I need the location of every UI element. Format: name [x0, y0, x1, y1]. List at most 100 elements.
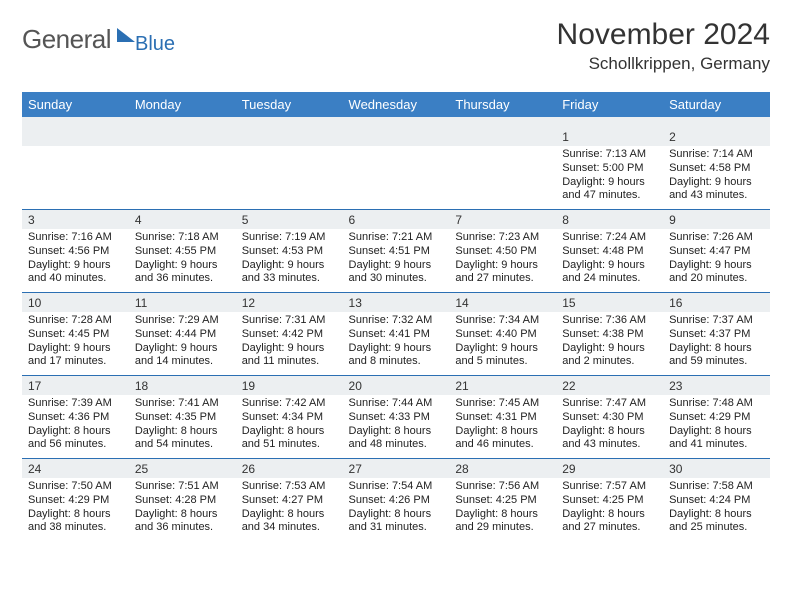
- day-number-cell: 3: [22, 210, 129, 230]
- day-info-line: Sunrise: 7:19 AM: [242, 231, 337, 245]
- day-content-cell: [236, 146, 343, 210]
- day-info-line: Sunrise: 7:18 AM: [135, 231, 230, 245]
- day-content-cell: Sunrise: 7:13 AMSunset: 5:00 PMDaylight:…: [556, 146, 663, 210]
- day-info-line: Sunrise: 7:45 AM: [455, 397, 550, 411]
- day-info-line: and 40 minutes.: [28, 272, 123, 286]
- day-info-line: Sunset: 4:35 PM: [135, 411, 230, 425]
- logo: General Blue: [22, 24, 175, 55]
- day-info-line: and 51 minutes.: [242, 438, 337, 452]
- day-info-line: and 43 minutes.: [669, 189, 764, 203]
- week-content-row: Sunrise: 7:39 AMSunset: 4:36 PMDaylight:…: [22, 395, 770, 459]
- day-info-line: and 38 minutes.: [28, 521, 123, 535]
- day-content-cell: Sunrise: 7:14 AMSunset: 4:58 PMDaylight:…: [663, 146, 770, 210]
- day-content-cell: [22, 146, 129, 210]
- day-number-cell: [449, 127, 556, 146]
- day-info-line: Sunrise: 7:26 AM: [669, 231, 764, 245]
- day-info-line: Daylight: 8 hours: [669, 425, 764, 439]
- day-info-line: Sunset: 4:27 PM: [242, 494, 337, 508]
- day-info-line: Sunrise: 7:29 AM: [135, 314, 230, 328]
- day-header-thursday: Thursday: [449, 92, 556, 117]
- day-info-line: Daylight: 8 hours: [349, 508, 444, 522]
- day-info-line: Daylight: 9 hours: [669, 259, 764, 273]
- day-info-line: Sunset: 4:42 PM: [242, 328, 337, 342]
- day-content-cell: Sunrise: 7:28 AMSunset: 4:45 PMDaylight:…: [22, 312, 129, 376]
- day-info-line: and 2 minutes.: [562, 355, 657, 369]
- day-number-cell: 13: [343, 293, 450, 313]
- day-info-line: and 46 minutes.: [455, 438, 550, 452]
- day-info-line: Sunrise: 7:48 AM: [669, 397, 764, 411]
- day-info-line: Daylight: 9 hours: [242, 259, 337, 273]
- day-info-line: Daylight: 8 hours: [455, 425, 550, 439]
- day-info-line: Sunrise: 7:44 AM: [349, 397, 444, 411]
- week-daynum-row: 17181920212223: [22, 376, 770, 396]
- day-info-line: Daylight: 8 hours: [669, 342, 764, 356]
- day-content-cell: Sunrise: 7:54 AMSunset: 4:26 PMDaylight:…: [343, 478, 450, 541]
- day-info-line: Daylight: 9 hours: [455, 259, 550, 273]
- day-number-cell: 19: [236, 376, 343, 396]
- day-info-line: Sunset: 4:38 PM: [562, 328, 657, 342]
- day-number-cell: 26: [236, 459, 343, 479]
- day-info-line: Daylight: 9 hours: [455, 342, 550, 356]
- day-number-cell: 22: [556, 376, 663, 396]
- day-number-cell: 27: [343, 459, 450, 479]
- page-header: General Blue November 2024 Schollkrippen…: [22, 18, 770, 74]
- day-content-cell: Sunrise: 7:19 AMSunset: 4:53 PMDaylight:…: [236, 229, 343, 293]
- week-daynum-row: 24252627282930: [22, 459, 770, 479]
- day-number-cell: 23: [663, 376, 770, 396]
- day-info-line: Sunset: 4:44 PM: [135, 328, 230, 342]
- day-info-line: Sunrise: 7:56 AM: [455, 480, 550, 494]
- calendar-header-row: Sunday Monday Tuesday Wednesday Thursday…: [22, 92, 770, 117]
- day-info-line: Daylight: 9 hours: [28, 342, 123, 356]
- day-number-cell: 25: [129, 459, 236, 479]
- day-info-line: Sunset: 4:36 PM: [28, 411, 123, 425]
- day-content-cell: Sunrise: 7:37 AMSunset: 4:37 PMDaylight:…: [663, 312, 770, 376]
- day-content-cell: Sunrise: 7:51 AMSunset: 4:28 PMDaylight:…: [129, 478, 236, 541]
- day-info-line: Sunrise: 7:53 AM: [242, 480, 337, 494]
- day-content-cell: Sunrise: 7:57 AMSunset: 4:25 PMDaylight:…: [556, 478, 663, 541]
- day-info-line: Sunset: 4:28 PM: [135, 494, 230, 508]
- day-info-line: Sunset: 4:29 PM: [28, 494, 123, 508]
- day-header-saturday: Saturday: [663, 92, 770, 117]
- day-info-line: Sunrise: 7:41 AM: [135, 397, 230, 411]
- day-info-line: Sunset: 4:33 PM: [349, 411, 444, 425]
- week-content-row: Sunrise: 7:50 AMSunset: 4:29 PMDaylight:…: [22, 478, 770, 541]
- day-info-line: and 41 minutes.: [669, 438, 764, 452]
- day-info-line: Daylight: 9 hours: [562, 342, 657, 356]
- day-info-line: Sunset: 4:48 PM: [562, 245, 657, 259]
- day-content-cell: Sunrise: 7:23 AMSunset: 4:50 PMDaylight:…: [449, 229, 556, 293]
- day-number-cell: 1: [556, 127, 663, 146]
- day-info-line: and 31 minutes.: [349, 521, 444, 535]
- day-info-line: Daylight: 8 hours: [28, 425, 123, 439]
- day-info-line: Sunrise: 7:42 AM: [242, 397, 337, 411]
- day-content-cell: Sunrise: 7:48 AMSunset: 4:29 PMDaylight:…: [663, 395, 770, 459]
- day-info-line: Sunrise: 7:21 AM: [349, 231, 444, 245]
- day-content-cell: Sunrise: 7:16 AMSunset: 4:56 PMDaylight:…: [22, 229, 129, 293]
- day-info-line: Daylight: 9 hours: [242, 342, 337, 356]
- day-header-friday: Friday: [556, 92, 663, 117]
- day-info-line: Daylight: 9 hours: [349, 342, 444, 356]
- day-info-line: Sunrise: 7:39 AM: [28, 397, 123, 411]
- day-number-cell: [343, 127, 450, 146]
- day-header-monday: Monday: [129, 92, 236, 117]
- day-content-cell: [129, 146, 236, 210]
- day-info-line: Sunset: 4:50 PM: [455, 245, 550, 259]
- day-number-cell: 14: [449, 293, 556, 313]
- logo-word-blue: Blue: [135, 33, 175, 56]
- day-number-cell: 21: [449, 376, 556, 396]
- day-info-line: and 17 minutes.: [28, 355, 123, 369]
- day-number-cell: 9: [663, 210, 770, 230]
- day-number-cell: 29: [556, 459, 663, 479]
- day-info-line: and 20 minutes.: [669, 272, 764, 286]
- day-info-line: Sunrise: 7:24 AM: [562, 231, 657, 245]
- day-content-cell: Sunrise: 7:50 AMSunset: 4:29 PMDaylight:…: [22, 478, 129, 541]
- week-daynum-row: 10111213141516: [22, 293, 770, 313]
- day-info-line: Sunrise: 7:28 AM: [28, 314, 123, 328]
- day-info-line: Sunrise: 7:32 AM: [349, 314, 444, 328]
- day-content-cell: Sunrise: 7:53 AMSunset: 4:27 PMDaylight:…: [236, 478, 343, 541]
- day-info-line: and 36 minutes.: [135, 272, 230, 286]
- day-info-line: and 30 minutes.: [349, 272, 444, 286]
- day-info-line: Sunrise: 7:23 AM: [455, 231, 550, 245]
- day-number-cell: 4: [129, 210, 236, 230]
- day-content-cell: [343, 146, 450, 210]
- day-info-line: Sunrise: 7:51 AM: [135, 480, 230, 494]
